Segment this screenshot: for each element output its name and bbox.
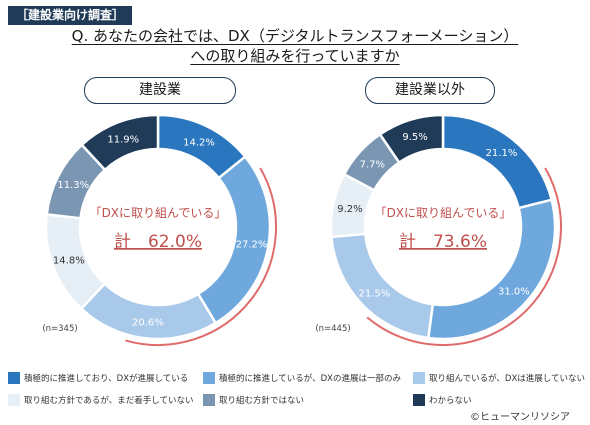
legend-swatch-1	[8, 372, 20, 384]
legend: 積極的に推進しており、DXが進展している 積極的に推進しているが、DXの進展は一…	[0, 368, 590, 408]
legend-label-5: 取り組む方針ではない	[219, 396, 305, 406]
legend-label-4: 取り組む方針であるが、まだ着手していない	[24, 396, 194, 406]
legend-swatch-5	[203, 394, 215, 406]
legend-swatch-4	[8, 394, 20, 406]
data-label: 9.2%	[337, 204, 362, 215]
chart-title-construction: 建設業	[84, 77, 236, 104]
data-label: 20.6%	[132, 317, 164, 328]
highlight-arc	[366, 167, 562, 346]
question-text: Q. あなたの会社では、DX（デジタルトランスフォーメーション） への取り組みを…	[0, 26, 590, 66]
legend-item-3: 取り組んでいるが、DXは進展していない	[413, 372, 585, 384]
data-label: 11.9%	[107, 135, 139, 146]
chart-title-non-construction: 建設業以外	[365, 77, 495, 104]
data-label: 7.7%	[360, 160, 385, 171]
question-line-2: への取り組みを行っていますか	[190, 47, 400, 65]
copyright: ©ヒューマンリソシア	[470, 412, 570, 423]
legend-swatch-2	[203, 372, 215, 384]
data-label: 14.2%	[183, 137, 215, 148]
donut-segment	[441, 113, 554, 210]
legend-item-2: 積極的に推進しているが、DXの進展は一部のみ	[203, 372, 401, 384]
legend-label-2: 積極的に推進しているが、DXの進展は一部のみ	[219, 374, 401, 384]
legend-item-5: 取り組む方針ではない	[203, 394, 304, 406]
center-total: 計 73.6%	[399, 232, 487, 252]
legend-swatch-6	[413, 394, 425, 406]
sample-size: (n=345)	[42, 324, 77, 334]
legend-label-1: 積極的に推進しており、DXが進展している	[24, 374, 189, 384]
question-line-1: Q. あなたの会社では、DX（デジタルトランスフォーメーション）	[71, 27, 519, 45]
legend-label-6: わからない	[429, 396, 472, 406]
data-label: 21.5%	[358, 289, 390, 300]
data-label: 27.2%	[236, 240, 268, 251]
center-label: 「DXに取り組んでいる」	[90, 206, 227, 220]
legend-swatch-3	[413, 372, 425, 384]
data-label: 14.8%	[53, 256, 85, 267]
legend-item-1: 積極的に推進しており、DXが進展している	[8, 372, 188, 384]
center-label: 「DXに取り組んでいる」	[375, 206, 512, 220]
highlight-arc	[125, 167, 277, 346]
legend-item-6: わからない	[413, 394, 472, 406]
data-label: 11.3%	[57, 180, 89, 191]
sample-size: (n=445)	[315, 324, 350, 334]
data-label: 31.0%	[498, 286, 530, 297]
donut-segment	[378, 113, 445, 165]
data-label: 21.1%	[486, 148, 518, 159]
donut-segment	[80, 113, 160, 172]
donut-segment	[79, 282, 218, 341]
legend-item-4: 取り組む方針であるが、まだ着手していない	[8, 394, 194, 406]
legend-label-3: 取り組んでいるが、DXは進展していない	[429, 374, 586, 384]
survey-tag: ［建設業向け調査］	[8, 6, 133, 25]
center-total: 計 62.0%	[114, 232, 202, 252]
donut-segment	[426, 198, 557, 341]
data-label: 9.5%	[402, 132, 427, 143]
